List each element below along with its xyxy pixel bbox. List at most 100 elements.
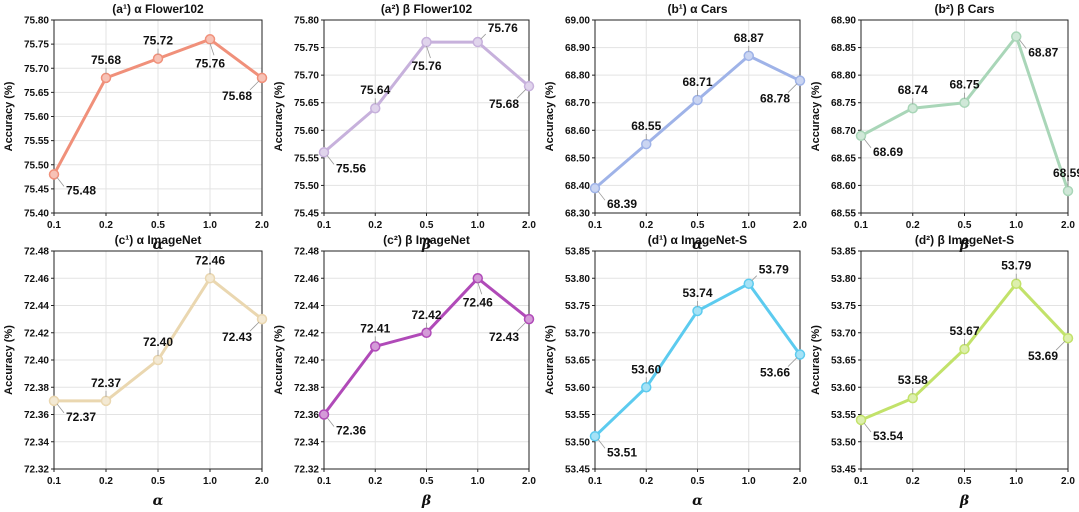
- chart-panel-4: 68.55 68.60 68.65 68.70 68.75 68.80 68.85 68.90…: [810, 2, 1079, 253]
- x-tick-label: 0.2: [906, 476, 920, 487]
- data-point: [743, 278, 754, 289]
- data-point: [959, 343, 970, 355]
- y-tick-label: 68.85: [831, 43, 856, 54]
- data-label: 68.87: [734, 31, 764, 45]
- y-tick-label: 72.44: [294, 301, 319, 312]
- data-label-leader: [787, 357, 798, 367]
- y-tick-label: 68.80: [831, 71, 856, 82]
- x-tick-label: 0.5: [151, 476, 165, 487]
- y-tick-label: 72.46: [294, 274, 319, 285]
- y-tick-label: 75.55: [24, 136, 49, 147]
- data-label-leader: [516, 88, 527, 99]
- y-tick-label: 75.75: [294, 43, 319, 54]
- x-tick-label: 0.2: [99, 476, 113, 487]
- y-axis-label: Accuracy (%): [3, 81, 15, 151]
- data-label: 68.69: [873, 145, 903, 159]
- y-tick-label: 75.60: [24, 112, 49, 123]
- y-tick-label: 53.75: [565, 301, 590, 312]
- y-tick-label: 75.70: [294, 71, 319, 82]
- y-tick-label: 53.85: [565, 247, 590, 258]
- data-label-leader: [1055, 340, 1066, 351]
- data-label-leader: [426, 45, 431, 59]
- data-label: 75.72: [143, 34, 173, 48]
- data-label: 68.75: [949, 78, 979, 92]
- panel-title: (a¹) α Flower102: [112, 2, 204, 16]
- y-axis-label: Accuracy (%): [273, 325, 285, 395]
- data-label: 68.87: [1028, 46, 1058, 60]
- panel-title: (c²) β ImageNet: [383, 233, 470, 247]
- panel-title: (d¹) α ImageNet-S: [648, 233, 747, 247]
- data-point: [589, 431, 601, 442]
- y-tick-label: 53.55: [831, 410, 856, 421]
- y-tick-label: 75.55: [294, 153, 319, 164]
- x-axis-label: α: [153, 493, 164, 509]
- data-point: [692, 305, 703, 317]
- x-tick-label: 2.0: [793, 220, 807, 231]
- y-tick-label: 53.80: [831, 274, 856, 285]
- y-tick-label: 53.60: [565, 383, 590, 394]
- y-tick-label: 69.00: [565, 16, 590, 27]
- x-tick-label: 0.5: [151, 220, 165, 231]
- data-point: [256, 313, 268, 325]
- x-axis-label: β: [421, 493, 432, 509]
- data-label: 68.55: [631, 119, 661, 133]
- panel-title: (c¹) α ImageNet: [115, 233, 202, 247]
- y-tick-label: 72.40: [294, 356, 319, 367]
- data-point: [318, 147, 330, 158]
- y-tick-label: 68.90: [831, 16, 856, 27]
- data-label: 68.71: [682, 75, 712, 89]
- y-tick-label: 68.60: [831, 181, 856, 192]
- data-label-leader: [597, 439, 606, 449]
- panel-title: (b¹) α Cars: [667, 2, 727, 16]
- data-point: [589, 182, 601, 194]
- panel-title: (d²) β ImageNet-S: [915, 233, 1014, 247]
- y-tick-label: 53.65: [565, 356, 590, 367]
- data-label: 75.68: [91, 53, 121, 67]
- data-label: 75.68: [222, 89, 252, 103]
- data-label: 53.79: [759, 263, 789, 277]
- x-tick-label: 0.2: [99, 220, 113, 231]
- chart-panel-6: 72.32 72.34 72.36 72.38 72.40 72.42 72.44 72.46…: [273, 233, 536, 509]
- data-point: [48, 395, 60, 407]
- y-tick-label: 68.30: [565, 209, 590, 220]
- data-label: 53.79: [1001, 259, 1031, 273]
- data-label: 53.67: [949, 324, 979, 338]
- data-point: [421, 36, 432, 48]
- x-tick-label: 0.5: [691, 220, 705, 231]
- data-label-leader: [480, 33, 487, 40]
- data-point: [204, 34, 216, 45]
- y-tick-label: 68.70: [565, 98, 590, 109]
- data-point: [907, 102, 918, 114]
- x-tick-label: 0.1: [47, 220, 61, 231]
- data-label: 72.46: [463, 295, 493, 309]
- x-axis-label: α: [692, 237, 703, 253]
- y-tick-label: 72.34: [24, 437, 49, 448]
- data-label: 75.76: [488, 21, 518, 35]
- y-tick-label: 72.40: [24, 356, 49, 367]
- x-tick-label: 0.1: [854, 220, 868, 231]
- y-tick-label: 75.50: [24, 160, 49, 171]
- x-tick-label: 0.5: [958, 476, 972, 487]
- y-axis-label: Accuracy (%): [810, 81, 822, 151]
- data-point: [907, 392, 918, 404]
- x-tick-label: 0.2: [368, 476, 382, 487]
- x-tick-label: 0.2: [906, 220, 920, 231]
- data-label: 68.39: [607, 197, 637, 211]
- data-point: [100, 72, 112, 84]
- data-point: [48, 169, 60, 180]
- y-tick-label: 75.70: [24, 64, 49, 75]
- y-tick-label: 68.70: [831, 126, 856, 137]
- x-axis-label: β: [421, 237, 432, 253]
- y-tick-label: 72.46: [24, 274, 49, 285]
- x-tick-label: 2.0: [793, 476, 807, 487]
- y-tick-label: 75.50: [294, 181, 319, 192]
- x-tick-label: 1.0: [1009, 220, 1023, 231]
- x-tick-label: 0.1: [317, 220, 331, 231]
- x-tick-label: 2.0: [522, 220, 536, 231]
- x-tick-label: 0.1: [854, 476, 868, 487]
- data-label-leader: [1018, 39, 1027, 49]
- x-tick-label: 0.1: [317, 476, 331, 487]
- x-axis-label: β: [959, 237, 970, 253]
- x-tick-label: 2.0: [255, 220, 269, 231]
